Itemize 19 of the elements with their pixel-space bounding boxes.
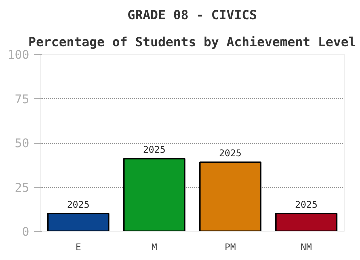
- chart-title: GRADE 08 - CIVICS: [128, 8, 258, 22]
- x-tick-label: NM: [300, 242, 312, 254]
- x-tick-label: E: [76, 242, 82, 254]
- bar: [47, 213, 110, 232]
- y-tick-label: 75: [15, 92, 30, 106]
- y-tick-label: 100: [8, 48, 30, 62]
- text: 2025: [295, 200, 318, 211]
- x-tick-label: M: [152, 242, 158, 254]
- y-tick-label: 25: [15, 180, 30, 195]
- text: 2025: [143, 144, 166, 156]
- bar: [199, 162, 262, 232]
- text: 2025: [219, 148, 242, 160]
- chart-subtitle: Percentage of Students by Achievement Level: [28, 34, 356, 50]
- y-tick-label: 50: [15, 136, 30, 150]
- series-label: 2025: [67, 200, 90, 211]
- bar: [275, 213, 338, 232]
- y-tick-label: 0: [22, 225, 30, 239]
- bar: [123, 158, 186, 232]
- x-tick-label: PM: [224, 242, 236, 254]
